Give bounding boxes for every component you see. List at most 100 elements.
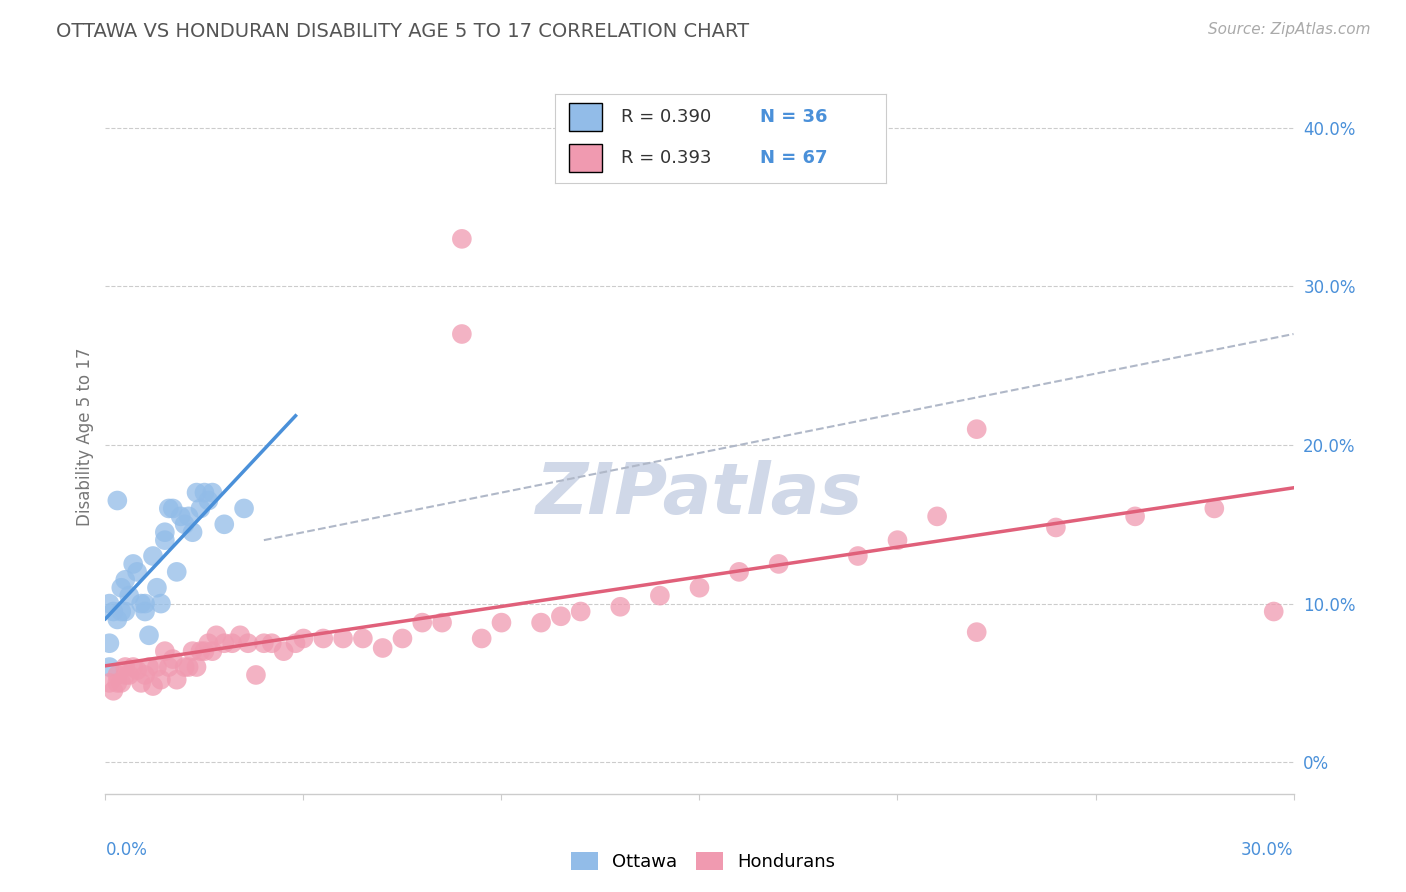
Point xyxy=(153,533,176,548)
Point xyxy=(110,676,132,690)
Point xyxy=(609,599,631,614)
Point xyxy=(728,565,751,579)
Point xyxy=(193,644,215,658)
Point xyxy=(177,509,200,524)
Point xyxy=(118,668,141,682)
Point xyxy=(284,636,307,650)
Point xyxy=(689,581,711,595)
Point xyxy=(173,660,195,674)
Point xyxy=(173,517,195,532)
Point xyxy=(98,636,121,650)
Point xyxy=(569,605,592,619)
Point xyxy=(129,676,152,690)
Point xyxy=(114,573,136,587)
Point xyxy=(153,644,176,658)
Point xyxy=(105,668,128,682)
Point xyxy=(190,644,212,658)
Point xyxy=(260,636,283,650)
Text: R = 0.390: R = 0.390 xyxy=(621,108,711,126)
Point xyxy=(1263,605,1285,619)
Y-axis label: Disability Age 5 to 17: Disability Age 5 to 17 xyxy=(76,348,94,526)
Text: 0.0%: 0.0% xyxy=(105,841,148,860)
Point xyxy=(886,533,908,548)
Point xyxy=(114,660,136,674)
Point xyxy=(127,663,149,677)
Point xyxy=(98,660,121,674)
Point xyxy=(491,615,513,630)
Point xyxy=(253,636,276,650)
Point xyxy=(205,628,228,642)
Point xyxy=(110,581,132,595)
Point xyxy=(430,615,453,630)
Point xyxy=(105,676,128,690)
Point xyxy=(157,660,180,674)
Point xyxy=(190,501,212,516)
Point xyxy=(162,652,184,666)
Point xyxy=(177,660,200,674)
Point xyxy=(103,605,125,619)
Point xyxy=(966,625,988,640)
Point xyxy=(648,589,671,603)
Point xyxy=(292,632,315,646)
Point xyxy=(214,636,236,650)
Point xyxy=(245,668,267,682)
Point xyxy=(149,673,172,687)
Point xyxy=(186,485,208,500)
Point xyxy=(134,605,156,619)
Point xyxy=(846,549,869,563)
Point xyxy=(201,485,224,500)
Point xyxy=(197,493,219,508)
Point xyxy=(1204,501,1226,516)
Point xyxy=(127,565,149,579)
Point xyxy=(201,644,224,658)
Point xyxy=(134,668,156,682)
Point xyxy=(166,673,188,687)
Point xyxy=(134,597,156,611)
Point xyxy=(98,597,121,611)
Point xyxy=(197,636,219,650)
Point xyxy=(186,660,208,674)
Point xyxy=(768,557,790,571)
Point xyxy=(153,525,176,540)
Text: R = 0.393: R = 0.393 xyxy=(621,149,711,167)
Point xyxy=(550,609,572,624)
Text: N = 67: N = 67 xyxy=(761,149,828,167)
Point xyxy=(193,485,215,500)
Point xyxy=(142,679,165,693)
Point xyxy=(1045,520,1067,534)
Point xyxy=(332,632,354,646)
Point xyxy=(966,422,988,436)
Point xyxy=(122,557,145,571)
Point xyxy=(312,632,335,646)
Point xyxy=(391,632,413,646)
Point xyxy=(450,326,472,341)
Text: Source: ZipAtlas.com: Source: ZipAtlas.com xyxy=(1208,22,1371,37)
Point xyxy=(371,640,394,655)
Point xyxy=(1123,509,1146,524)
Point xyxy=(236,636,259,650)
Legend: Ottawa, Hondurans: Ottawa, Hondurans xyxy=(564,845,842,879)
Point xyxy=(229,628,252,642)
Text: OTTAWA VS HONDURAN DISABILITY AGE 5 TO 17 CORRELATION CHART: OTTAWA VS HONDURAN DISABILITY AGE 5 TO 1… xyxy=(56,22,749,41)
Point xyxy=(157,501,180,516)
Point xyxy=(925,509,948,524)
Point xyxy=(273,644,295,658)
Point xyxy=(149,597,172,611)
Point xyxy=(105,612,128,626)
Point xyxy=(110,605,132,619)
Text: N = 36: N = 36 xyxy=(761,108,828,126)
FancyBboxPatch shape xyxy=(568,103,602,131)
Point xyxy=(122,660,145,674)
Point xyxy=(114,605,136,619)
Point xyxy=(114,668,136,682)
Point xyxy=(233,501,256,516)
Point xyxy=(450,232,472,246)
Point xyxy=(181,644,204,658)
Point xyxy=(221,636,243,650)
Point xyxy=(471,632,494,646)
Point xyxy=(352,632,374,646)
Text: ZIPatlas: ZIPatlas xyxy=(536,459,863,529)
Point xyxy=(129,597,152,611)
FancyBboxPatch shape xyxy=(568,144,602,172)
Point xyxy=(181,525,204,540)
